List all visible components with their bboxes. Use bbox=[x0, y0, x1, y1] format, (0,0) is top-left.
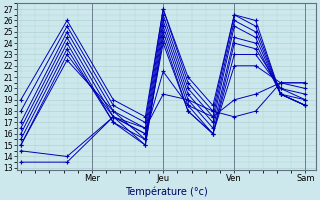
X-axis label: Température (°c): Température (°c) bbox=[125, 186, 208, 197]
